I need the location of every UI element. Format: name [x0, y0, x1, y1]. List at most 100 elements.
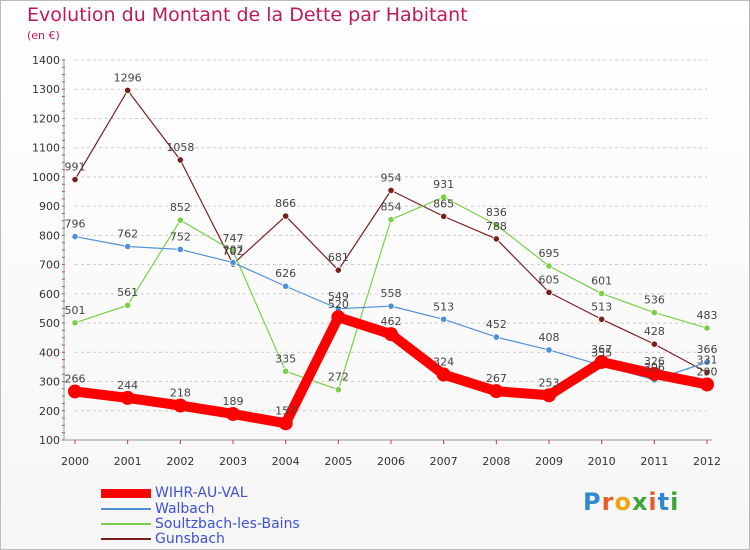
- data-point: [387, 186, 395, 194]
- data-label: 513: [591, 300, 612, 313]
- data-label: 854: [381, 201, 402, 214]
- data-point: [176, 216, 184, 224]
- y-tick-label: 600: [39, 288, 60, 301]
- data-point: [492, 235, 500, 243]
- x-tick-label: 2005: [324, 455, 352, 468]
- data-label: 428: [644, 325, 665, 338]
- data-point: [387, 302, 395, 310]
- logo-letter: i: [670, 488, 680, 516]
- logo-letter: t: [657, 488, 671, 516]
- legend-swatch: [101, 488, 151, 498]
- data-point: [124, 86, 132, 95]
- x-tick-label: 2011: [640, 455, 668, 468]
- data-point: [703, 358, 711, 366]
- data-label: 306: [644, 361, 665, 374]
- data-label: 707: [223, 244, 244, 257]
- legend-item: Gunsbach: [101, 531, 225, 547]
- data-label: 266: [65, 372, 86, 385]
- data-label: 1296: [114, 71, 142, 84]
- data-point: [278, 416, 293, 431]
- data-label: 695: [539, 247, 560, 260]
- data-point: [545, 262, 553, 270]
- data-point: [282, 367, 290, 375]
- y-tick-label: 900: [39, 200, 60, 213]
- data-label: 452: [486, 318, 507, 331]
- data-point: [440, 212, 448, 220]
- logo-letter: P: [583, 488, 602, 516]
- data-point: [700, 377, 714, 392]
- data-point: [489, 384, 504, 399]
- y-tick-label: 100: [39, 434, 60, 447]
- data-point: [120, 390, 135, 405]
- data-label: 549: [328, 290, 349, 303]
- legend-item: Walbach: [101, 501, 214, 517]
- legend-swatch: [101, 538, 151, 540]
- data-point: [226, 406, 240, 421]
- data-label: 702: [223, 245, 244, 258]
- y-tick-label: 700: [39, 259, 60, 272]
- data-label: 513: [433, 300, 454, 313]
- logo-letter: x: [631, 488, 649, 516]
- data-point: [440, 193, 448, 201]
- data-label: 788: [486, 220, 507, 233]
- legend-label: Walbach: [155, 501, 215, 517]
- y-tick-label: 800: [39, 229, 60, 242]
- data-label: 272: [328, 371, 349, 384]
- data-point: [124, 301, 132, 309]
- legend-label: WIHR-AU-VAL: [155, 485, 248, 501]
- data-label: 954: [381, 171, 402, 184]
- data-label: 991: [65, 161, 86, 174]
- data-point: [173, 398, 188, 413]
- data-point: [545, 346, 553, 354]
- data-label: 852: [170, 201, 191, 214]
- data-label: 561: [117, 286, 138, 299]
- data-label: 218: [170, 387, 191, 400]
- data-point: [384, 327, 398, 342]
- data-labels: 266 244 218 189 157 520 462 324 267 253 367 326 290 7…: [65, 71, 718, 417]
- x-tick-label: 2012: [693, 455, 721, 468]
- data-label: 520: [328, 298, 349, 311]
- data-label: 931: [433, 178, 454, 191]
- x-tick-label: 2003: [219, 455, 247, 468]
- data-label: 324: [433, 356, 454, 369]
- data-label: 681: [328, 251, 349, 264]
- chart-title: Evolution du Montant de la Dette par Hab…: [27, 4, 468, 26]
- y-tick-label: 1400: [32, 54, 60, 67]
- data-label: 747: [223, 232, 244, 245]
- data-label: 462: [381, 315, 402, 328]
- data-point: [647, 366, 662, 381]
- y-tick-label: 500: [39, 317, 60, 330]
- x-tick-label: 2004: [272, 455, 300, 468]
- data-point: [71, 175, 79, 184]
- legend-label: Soultzbach-les-Bains: [155, 516, 300, 532]
- data-point: [650, 340, 658, 348]
- y-tick-label: 1100: [32, 142, 60, 155]
- data-label: 796: [65, 218, 86, 231]
- data-point: [598, 289, 606, 298]
- legend-item: WIHR-AU-VAL: [101, 485, 248, 501]
- x-tick-label: 2008: [482, 455, 510, 468]
- data-label: 866: [275, 197, 296, 210]
- logo-letter: i: [648, 488, 658, 516]
- data-label: 355: [591, 346, 612, 359]
- data-label: 157: [275, 404, 296, 417]
- x-tick-label: 2000: [61, 455, 89, 468]
- data-label: 626: [275, 267, 296, 280]
- data-label: 501: [65, 304, 86, 317]
- data-label: 253: [539, 376, 560, 389]
- data-label: 558: [381, 287, 402, 300]
- data-label: 605: [539, 273, 560, 286]
- data-label: 331: [697, 353, 718, 366]
- chart-axes: [62, 59, 712, 444]
- logo-letter: o: [614, 488, 632, 516]
- data-point: [492, 221, 500, 229]
- y-tick-label: 1000: [32, 171, 60, 184]
- data-point: [229, 247, 237, 255]
- data-point: [703, 324, 711, 332]
- x-tick-label: 2002: [166, 455, 194, 468]
- y-tick-label: 300: [39, 376, 60, 389]
- legend-item: Soultzbach-les-Bains: [101, 516, 300, 532]
- data-label: 1058: [166, 141, 194, 154]
- data-point: [542, 388, 556, 403]
